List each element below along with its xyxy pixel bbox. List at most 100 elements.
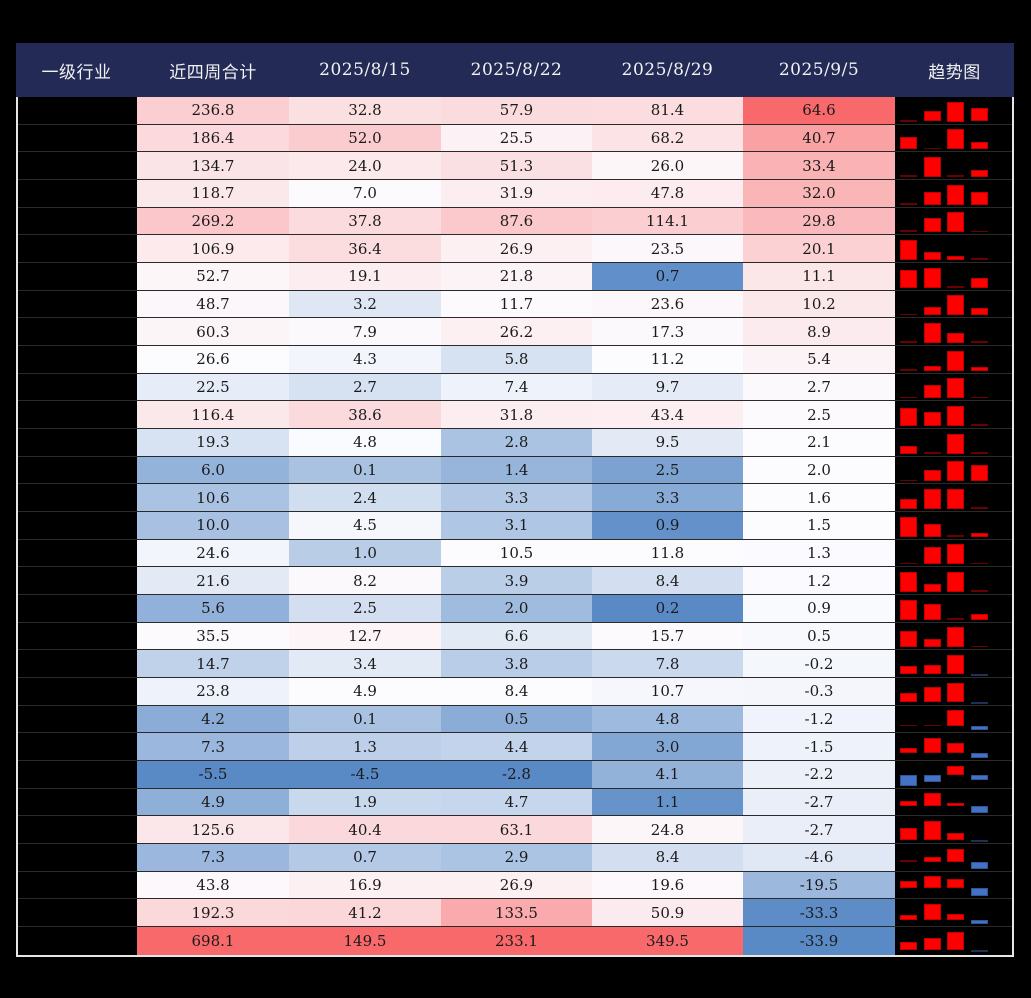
weekly-value-cell[interactable]: 21.8 — [441, 263, 592, 290]
four-week-total-cell[interactable]: 7.3 — [137, 733, 289, 761]
four-week-total-cell[interactable]: 269.2 — [137, 207, 289, 235]
weekly-value-cell[interactable]: 3.3 — [441, 484, 592, 512]
weekly-value-cell[interactable]: 1.3 — [743, 539, 895, 567]
industry-cell[interactable] — [18, 595, 137, 622]
industry-cell[interactable] — [18, 733, 137, 761]
header-week-2025-8-29[interactable]: 2025/8/29 — [621, 60, 714, 80]
industry-cell[interactable] — [18, 650, 137, 678]
weekly-value-cell[interactable]: 43.4 — [592, 401, 743, 429]
weekly-value-cell[interactable]: 4.9 — [289, 678, 441, 705]
weekly-value-cell[interactable]: 64.6 — [743, 97, 895, 124]
industry-cell[interactable] — [18, 484, 137, 512]
weekly-value-cell[interactable]: -4.6 — [743, 844, 895, 871]
industry-cell[interactable] — [18, 567, 137, 595]
weekly-value-cell[interactable]: 133.5 — [441, 899, 592, 927]
weekly-value-cell[interactable]: 15.7 — [592, 622, 743, 650]
weekly-value-cell[interactable]: 19.1 — [289, 263, 441, 290]
header-trend-chart[interactable]: 趋势图 — [928, 62, 981, 83]
weekly-value-cell[interactable]: 41.2 — [289, 899, 441, 927]
four-week-total-cell[interactable]: 116.4 — [137, 401, 289, 429]
weekly-value-cell[interactable]: 23.6 — [592, 290, 743, 318]
weekly-value-cell[interactable]: 12.7 — [289, 622, 441, 650]
weekly-value-cell[interactable]: -33.9 — [743, 927, 895, 955]
four-week-total-cell[interactable]: 186.4 — [137, 124, 289, 152]
weekly-value-cell[interactable]: 11.1 — [743, 263, 895, 290]
weekly-value-cell[interactable]: 233.1 — [441, 927, 592, 955]
weekly-value-cell[interactable]: 0.9 — [743, 595, 895, 622]
weekly-value-cell[interactable]: 16.9 — [289, 871, 441, 899]
weekly-value-cell[interactable]: -0.3 — [743, 678, 895, 705]
weekly-value-cell[interactable]: 26.0 — [592, 152, 743, 180]
weekly-value-cell[interactable]: 20.1 — [743, 235, 895, 263]
weekly-value-cell[interactable]: 51.3 — [441, 152, 592, 180]
weekly-value-cell[interactable]: 0.7 — [289, 844, 441, 871]
industry-cell[interactable] — [18, 124, 137, 152]
weekly-value-cell[interactable]: 2.9 — [441, 844, 592, 871]
four-week-total-cell[interactable]: 134.7 — [137, 152, 289, 180]
four-week-total-cell[interactable]: 60.3 — [137, 318, 289, 346]
industry-cell[interactable] — [18, 235, 137, 263]
weekly-value-cell[interactable]: 1.0 — [289, 539, 441, 567]
weekly-value-cell[interactable]: -1.2 — [743, 705, 895, 733]
weekly-value-cell[interactable]: 68.2 — [592, 124, 743, 152]
four-week-total-cell[interactable]: 125.6 — [137, 816, 289, 844]
weekly-value-cell[interactable]: 4.3 — [289, 346, 441, 373]
weekly-value-cell[interactable]: 47.8 — [592, 180, 743, 207]
four-week-total-cell[interactable]: 14.7 — [137, 650, 289, 678]
four-week-total-cell[interactable]: 43.8 — [137, 871, 289, 899]
industry-cell[interactable] — [18, 456, 137, 484]
weekly-value-cell[interactable]: 29.8 — [743, 207, 895, 235]
weekly-value-cell[interactable]: 11.2 — [592, 346, 743, 373]
weekly-value-cell[interactable]: 7.0 — [289, 180, 441, 207]
weekly-value-cell[interactable]: 6.6 — [441, 622, 592, 650]
industry-cell[interactable] — [18, 899, 137, 927]
header-four-week-total[interactable]: 近四周合计 — [169, 62, 257, 83]
weekly-value-cell[interactable]: 17.3 — [592, 318, 743, 346]
weekly-value-cell[interactable]: 4.8 — [592, 705, 743, 733]
weekly-value-cell[interactable]: 2.5 — [743, 401, 895, 429]
weekly-value-cell[interactable]: 38.6 — [289, 401, 441, 429]
weekly-value-cell[interactable]: 9.5 — [592, 429, 743, 456]
weekly-value-cell[interactable]: 7.9 — [289, 318, 441, 346]
weekly-value-cell[interactable]: 2.7 — [743, 373, 895, 401]
header-week-2025-9-5[interactable]: 2025/9/5 — [778, 60, 860, 80]
weekly-value-cell[interactable]: 10.7 — [592, 678, 743, 705]
weekly-value-cell[interactable]: 2.8 — [441, 429, 592, 456]
weekly-value-cell[interactable]: 7.8 — [592, 650, 743, 678]
four-week-total-cell[interactable]: 52.7 — [137, 263, 289, 290]
four-week-total-cell[interactable]: 236.8 — [137, 97, 289, 124]
header-industry[interactable]: 一级行业 — [41, 62, 112, 83]
industry-cell[interactable] — [18, 346, 137, 373]
weekly-value-cell[interactable]: -4.5 — [289, 761, 441, 788]
four-week-total-cell[interactable]: 35.5 — [137, 622, 289, 650]
industry-cell[interactable] — [18, 512, 137, 539]
weekly-value-cell[interactable]: 81.4 — [592, 97, 743, 124]
weekly-value-cell[interactable]: 1.2 — [743, 567, 895, 595]
weekly-value-cell[interactable]: 4.7 — [441, 788, 592, 816]
weekly-value-cell[interactable]: 2.4 — [289, 484, 441, 512]
weekly-value-cell[interactable]: -2.8 — [441, 761, 592, 788]
weekly-value-cell[interactable]: 9.7 — [592, 373, 743, 401]
four-week-total-cell[interactable]: 10.0 — [137, 512, 289, 539]
industry-cell[interactable] — [18, 927, 137, 955]
weekly-value-cell[interactable]: 40.4 — [289, 816, 441, 844]
weekly-value-cell[interactable]: 32.8 — [289, 97, 441, 124]
weekly-value-cell[interactable]: 3.1 — [441, 512, 592, 539]
four-week-total-cell[interactable]: 26.6 — [137, 346, 289, 373]
weekly-value-cell[interactable]: 1.9 — [289, 788, 441, 816]
four-week-total-cell[interactable]: 48.7 — [137, 290, 289, 318]
header-week-2025-8-22[interactable]: 2025/8/22 — [470, 60, 563, 80]
four-week-total-cell[interactable]: 118.7 — [137, 180, 289, 207]
weekly-value-cell[interactable]: 26.2 — [441, 318, 592, 346]
weekly-value-cell[interactable]: 2.7 — [289, 373, 441, 401]
weekly-value-cell[interactable]: 3.4 — [289, 650, 441, 678]
weekly-value-cell[interactable]: 2.0 — [441, 595, 592, 622]
four-week-total-cell[interactable]: 4.9 — [137, 788, 289, 816]
four-week-total-cell[interactable]: 19.3 — [137, 429, 289, 456]
weekly-value-cell[interactable]: -0.2 — [743, 650, 895, 678]
weekly-value-cell[interactable]: 10.5 — [441, 539, 592, 567]
four-week-total-cell[interactable]: 23.8 — [137, 678, 289, 705]
four-week-total-cell[interactable]: 4.2 — [137, 705, 289, 733]
weekly-value-cell[interactable]: 8.4 — [441, 678, 592, 705]
weekly-value-cell[interactable]: 63.1 — [441, 816, 592, 844]
